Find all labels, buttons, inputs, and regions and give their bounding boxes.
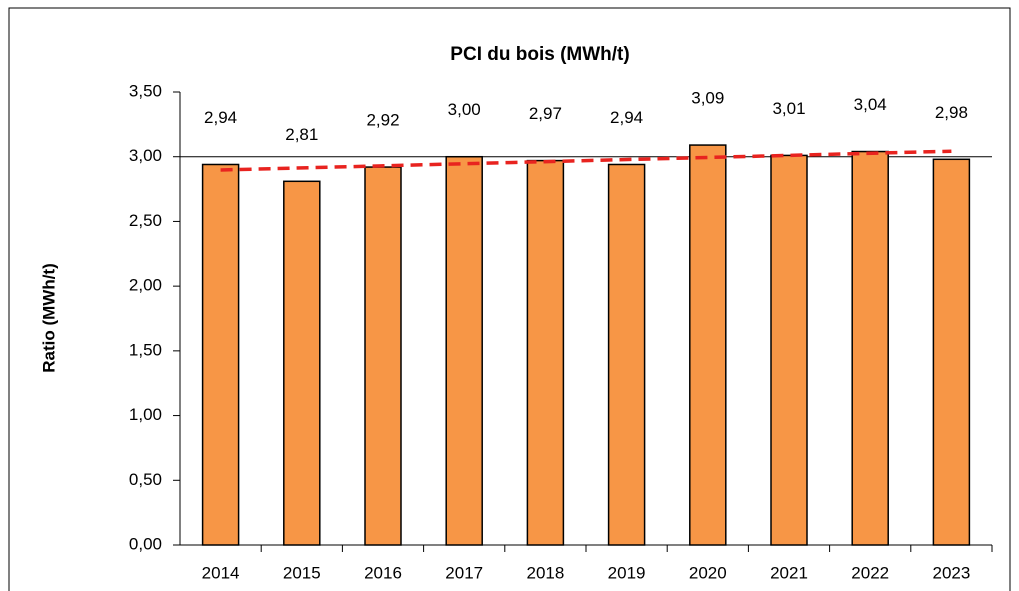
y-tick-label: 1,00 <box>129 405 162 424</box>
value-label: 2,97 <box>529 104 562 123</box>
value-label: 2,98 <box>935 103 968 122</box>
x-tick-label: 2021 <box>770 563 808 582</box>
chart-frame <box>8 7 1011 591</box>
y-tick-label: 0,00 <box>129 534 162 553</box>
value-label: 3,04 <box>854 95 887 114</box>
value-label: 2,94 <box>610 108 643 127</box>
x-tick-label: 2014 <box>202 563 240 582</box>
value-label: 2,94 <box>204 108 237 127</box>
y-tick-label: 2,50 <box>129 211 162 230</box>
x-tick-label: 2023 <box>932 563 970 582</box>
x-tick-label: 2016 <box>364 563 402 582</box>
bar <box>607 163 646 546</box>
chart-title: PCI du bois (MWh/t) <box>450 44 629 65</box>
bar <box>851 150 889 546</box>
x-tick-label: 2022 <box>851 563 889 582</box>
x-tick-label: 2020 <box>689 563 727 582</box>
y-axis-label: Ratio (MWh/t) <box>39 263 58 373</box>
bar <box>201 163 240 546</box>
value-label: 3,01 <box>772 99 805 118</box>
x-tick-label: 2018 <box>526 563 564 582</box>
bar <box>689 144 727 546</box>
y-tick-label: 3,00 <box>129 146 162 165</box>
y-tick-label: 3,50 <box>129 81 162 100</box>
bar <box>283 180 321 546</box>
bar <box>932 158 971 546</box>
value-label: 2,92 <box>366 111 399 130</box>
value-label: 3,00 <box>448 100 481 119</box>
x-tick-label: 2019 <box>608 563 646 582</box>
trend-line <box>220 149 952 172</box>
bar <box>526 159 565 546</box>
y-tick-label: 0,50 <box>129 470 162 489</box>
bar <box>770 154 808 546</box>
y-tick-label: 1,50 <box>129 340 162 359</box>
bar <box>445 155 483 546</box>
x-tick-label: 2017 <box>445 563 483 582</box>
bar <box>364 166 402 546</box>
value-label: 3,09 <box>691 89 724 108</box>
y-tick-label: 2,00 <box>129 276 162 295</box>
value-label: 2,81 <box>285 125 318 144</box>
x-tick-label: 2015 <box>283 563 321 582</box>
